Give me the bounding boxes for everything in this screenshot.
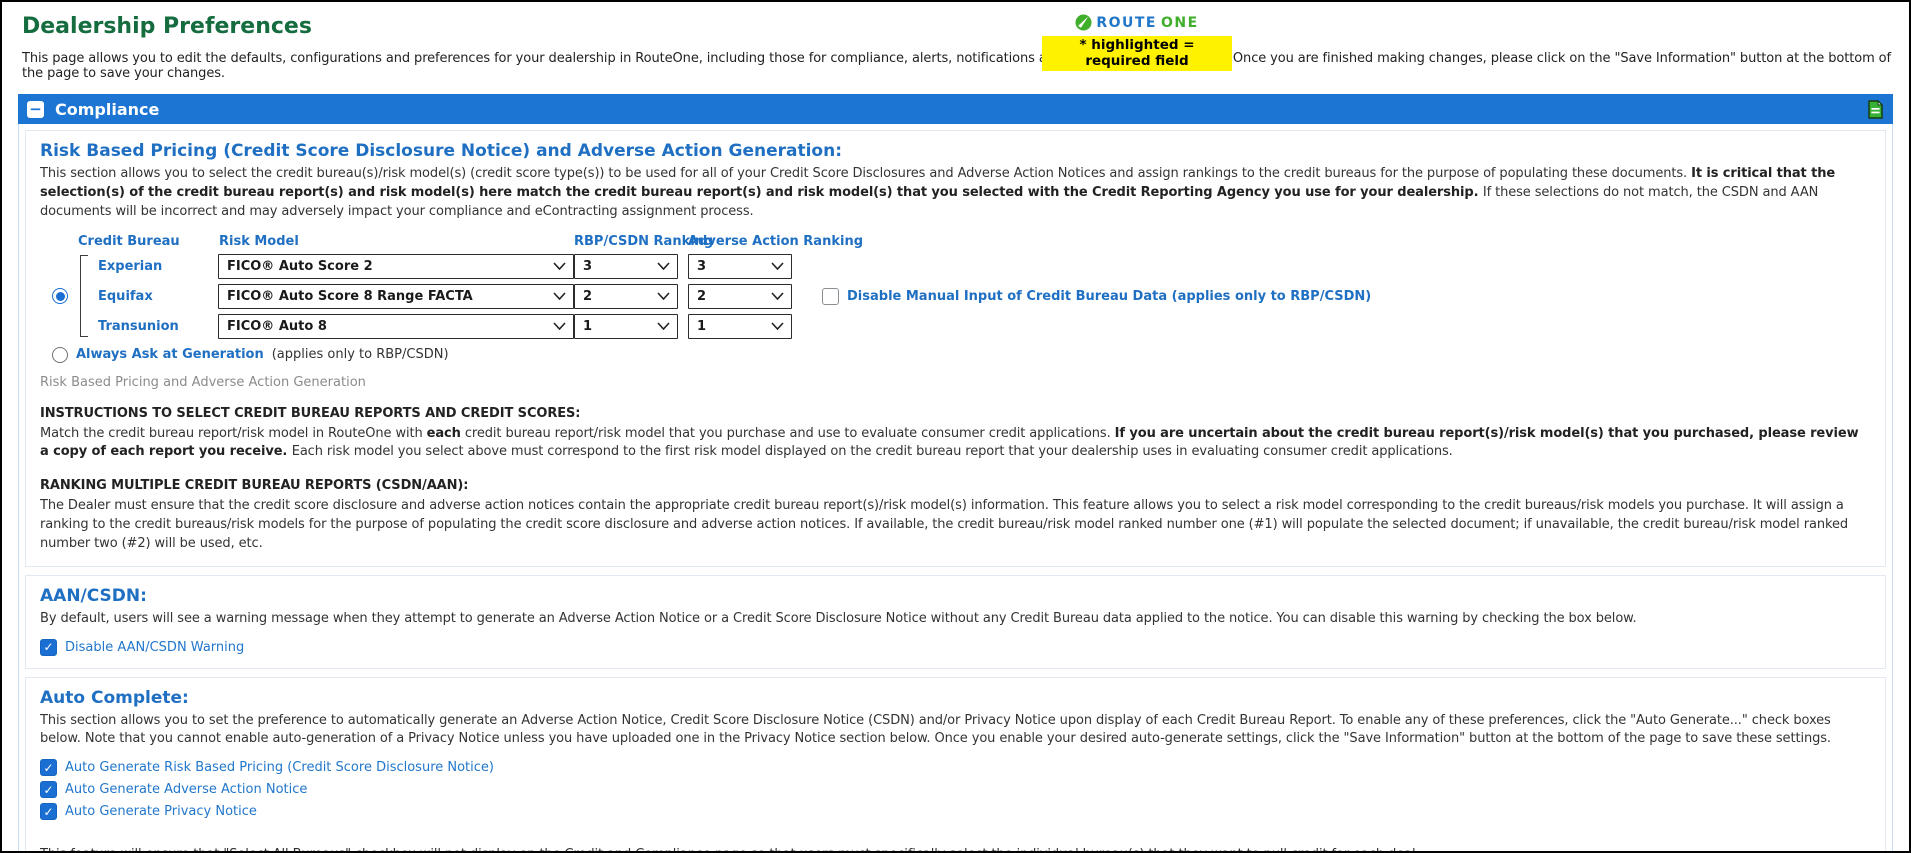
logo-text-one: ONE [1160, 14, 1199, 31]
auto-generate-privacy-checkbox[interactable]: ✓ [40, 803, 57, 821]
rbp-ranking-select-transunion[interactable]: 1 [574, 313, 678, 339]
chevron-down-icon [657, 322, 670, 331]
auto-generate-aan-checkbox[interactable]: ✓ [40, 781, 57, 799]
logo-text-route: ROUTE [1096, 14, 1157, 31]
rbp-panel: Risk Based Pricing (Credit Score Disclos… [25, 130, 1886, 567]
ranking-heading: RANKING MULTIPLE CREDIT BUREAU REPORTS (… [40, 478, 469, 494]
rbp-footnote: Risk Based Pricing and Adverse Action Ge… [40, 374, 366, 390]
always-ask-label[interactable]: Always Ask at Generation [76, 347, 264, 363]
chevron-down-icon [553, 322, 566, 331]
rbp-heading: Risk Based Pricing (Credit Score Disclos… [40, 141, 843, 161]
risk-model-select-transunion[interactable]: FICO® Auto 8 [218, 313, 574, 339]
chevron-down-icon [771, 322, 784, 331]
instructions-heading: INSTRUCTIONS TO SELECT CREDIT BUREAU REP… [40, 405, 581, 421]
disable-manual-input-checkbox[interactable] [822, 287, 839, 305]
adverse-ranking-select-equifax[interactable]: 2 [688, 283, 792, 309]
bureau-label-experian: Experian [98, 258, 163, 274]
auto-complete-panel: Auto Complete: This section allows you t… [25, 676, 1886, 851]
disable-aan-warning-label[interactable]: Disable AAN/CSDN Warning [65, 639, 245, 655]
adverse-ranking-select-transunion[interactable]: 1 [688, 313, 792, 339]
select-all-description: This feature will ensure that "Select Al… [40, 846, 1871, 851]
auto-generate-aan-label[interactable]: Auto Generate Adverse Action Notice [65, 782, 308, 798]
risk-model-select-experian[interactable]: FICO® Auto Score 2 [218, 253, 574, 279]
rbp-ranking-select-equifax[interactable]: 2 [574, 283, 678, 309]
credit-bureau-table: Credit Bureau Risk Model RBP/CSDN Rankin… [52, 234, 1871, 339]
bureau-group-bracket [80, 255, 88, 337]
instructions-text: Match the credit bureau report/risk mode… [40, 425, 1859, 460]
aan-csdn-panel: AAN/CSDN: By default, users will see a w… [25, 574, 1886, 669]
always-ask-row: Always Ask at Generation (applies only t… [52, 346, 1871, 363]
ranking-text: The Dealer must ensure that the credit s… [40, 498, 1848, 551]
column-header-rbp-ranking: RBP/CSDN Ranking [574, 233, 714, 249]
auto-generate-rbp-checkbox[interactable]: ✓ [40, 759, 57, 777]
chevron-down-icon [553, 292, 566, 301]
auto-generate-privacy-label[interactable]: Auto Generate Privacy Notice [65, 804, 257, 820]
routeone-logo: ROUTE ONE * highlighted = required field [1042, 14, 1232, 71]
auto-complete-heading: Auto Complete: [40, 687, 189, 708]
compliance-section-title: Compliance [55, 99, 160, 119]
bureau-label-transunion: Transunion [98, 318, 179, 334]
compliance-section-header[interactable]: − Compliance [18, 94, 1893, 124]
always-ask-suffix: (applies only to RBP/CSDN) [271, 347, 449, 363]
routeone-swoosh-icon [1075, 14, 1092, 31]
bureau-label-equifax: Equifax [98, 288, 153, 304]
auto-generate-rbp-row: ✓ Auto Generate Risk Based Pricing (Cred… [40, 759, 1871, 777]
always-ask-radio[interactable] [52, 346, 68, 363]
chevron-down-icon [771, 262, 784, 271]
risk-model-select-equifax[interactable]: FICO® Auto Score 8 Range FACTA [218, 283, 574, 309]
auto-generate-aan-row: ✓ Auto Generate Adverse Action Notice [40, 781, 1871, 799]
column-header-adverse-ranking: Adverse Action Ranking [688, 233, 863, 249]
disable-aan-warning-row: ✓ Disable AAN/CSDN Warning [40, 638, 1871, 656]
page-title: Dealership Preferences [22, 14, 312, 39]
aan-csdn-heading: AAN/CSDN: [40, 585, 147, 606]
auto-generate-rbp-label[interactable]: Auto Generate Risk Based Pricing (Credit… [65, 760, 494, 776]
bureau-group-radio[interactable] [52, 288, 68, 305]
column-header-risk-model: Risk Model [219, 233, 299, 249]
compliance-section-body: Risk Based Pricing (Credit Score Disclos… [18, 124, 1893, 851]
disable-manual-input-row: Disable Manual Input of Credit Bureau Da… [822, 287, 1871, 305]
chevron-down-icon [657, 262, 670, 271]
collapse-minus-icon[interactable]: − [27, 100, 44, 118]
auto-generate-checkbox-list: ✓ Auto Generate Risk Based Pricing (Cred… [40, 759, 1871, 821]
auto-complete-description: This section allows you to set the prefe… [40, 712, 1831, 747]
required-field-note: * highlighted = required field [1042, 36, 1232, 71]
disable-aan-warning-checkbox[interactable]: ✓ [40, 638, 57, 656]
disable-manual-input-label[interactable]: Disable Manual Input of Credit Bureau Da… [847, 288, 1372, 304]
document-icon[interactable] [1868, 99, 1883, 119]
aan-csdn-description: By default, users will see a warning mes… [40, 610, 1637, 626]
rbp-description: This section allows you to select the cr… [40, 166, 1836, 219]
compliance-section: − Compliance Risk Based Pricing (Credit … [18, 94, 1893, 851]
chevron-down-icon [553, 262, 566, 271]
auto-generate-privacy-row: ✓ Auto Generate Privacy Notice [40, 803, 1871, 821]
chevron-down-icon [771, 292, 784, 301]
adverse-ranking-select-experian[interactable]: 3 [688, 253, 792, 279]
page-intro: This page allows you to edit the default… [22, 51, 1891, 81]
column-header-credit-bureau: Credit Bureau [78, 233, 180, 249]
rbp-ranking-select-experian[interactable]: 3 [574, 253, 678, 279]
chevron-down-icon [657, 292, 670, 301]
